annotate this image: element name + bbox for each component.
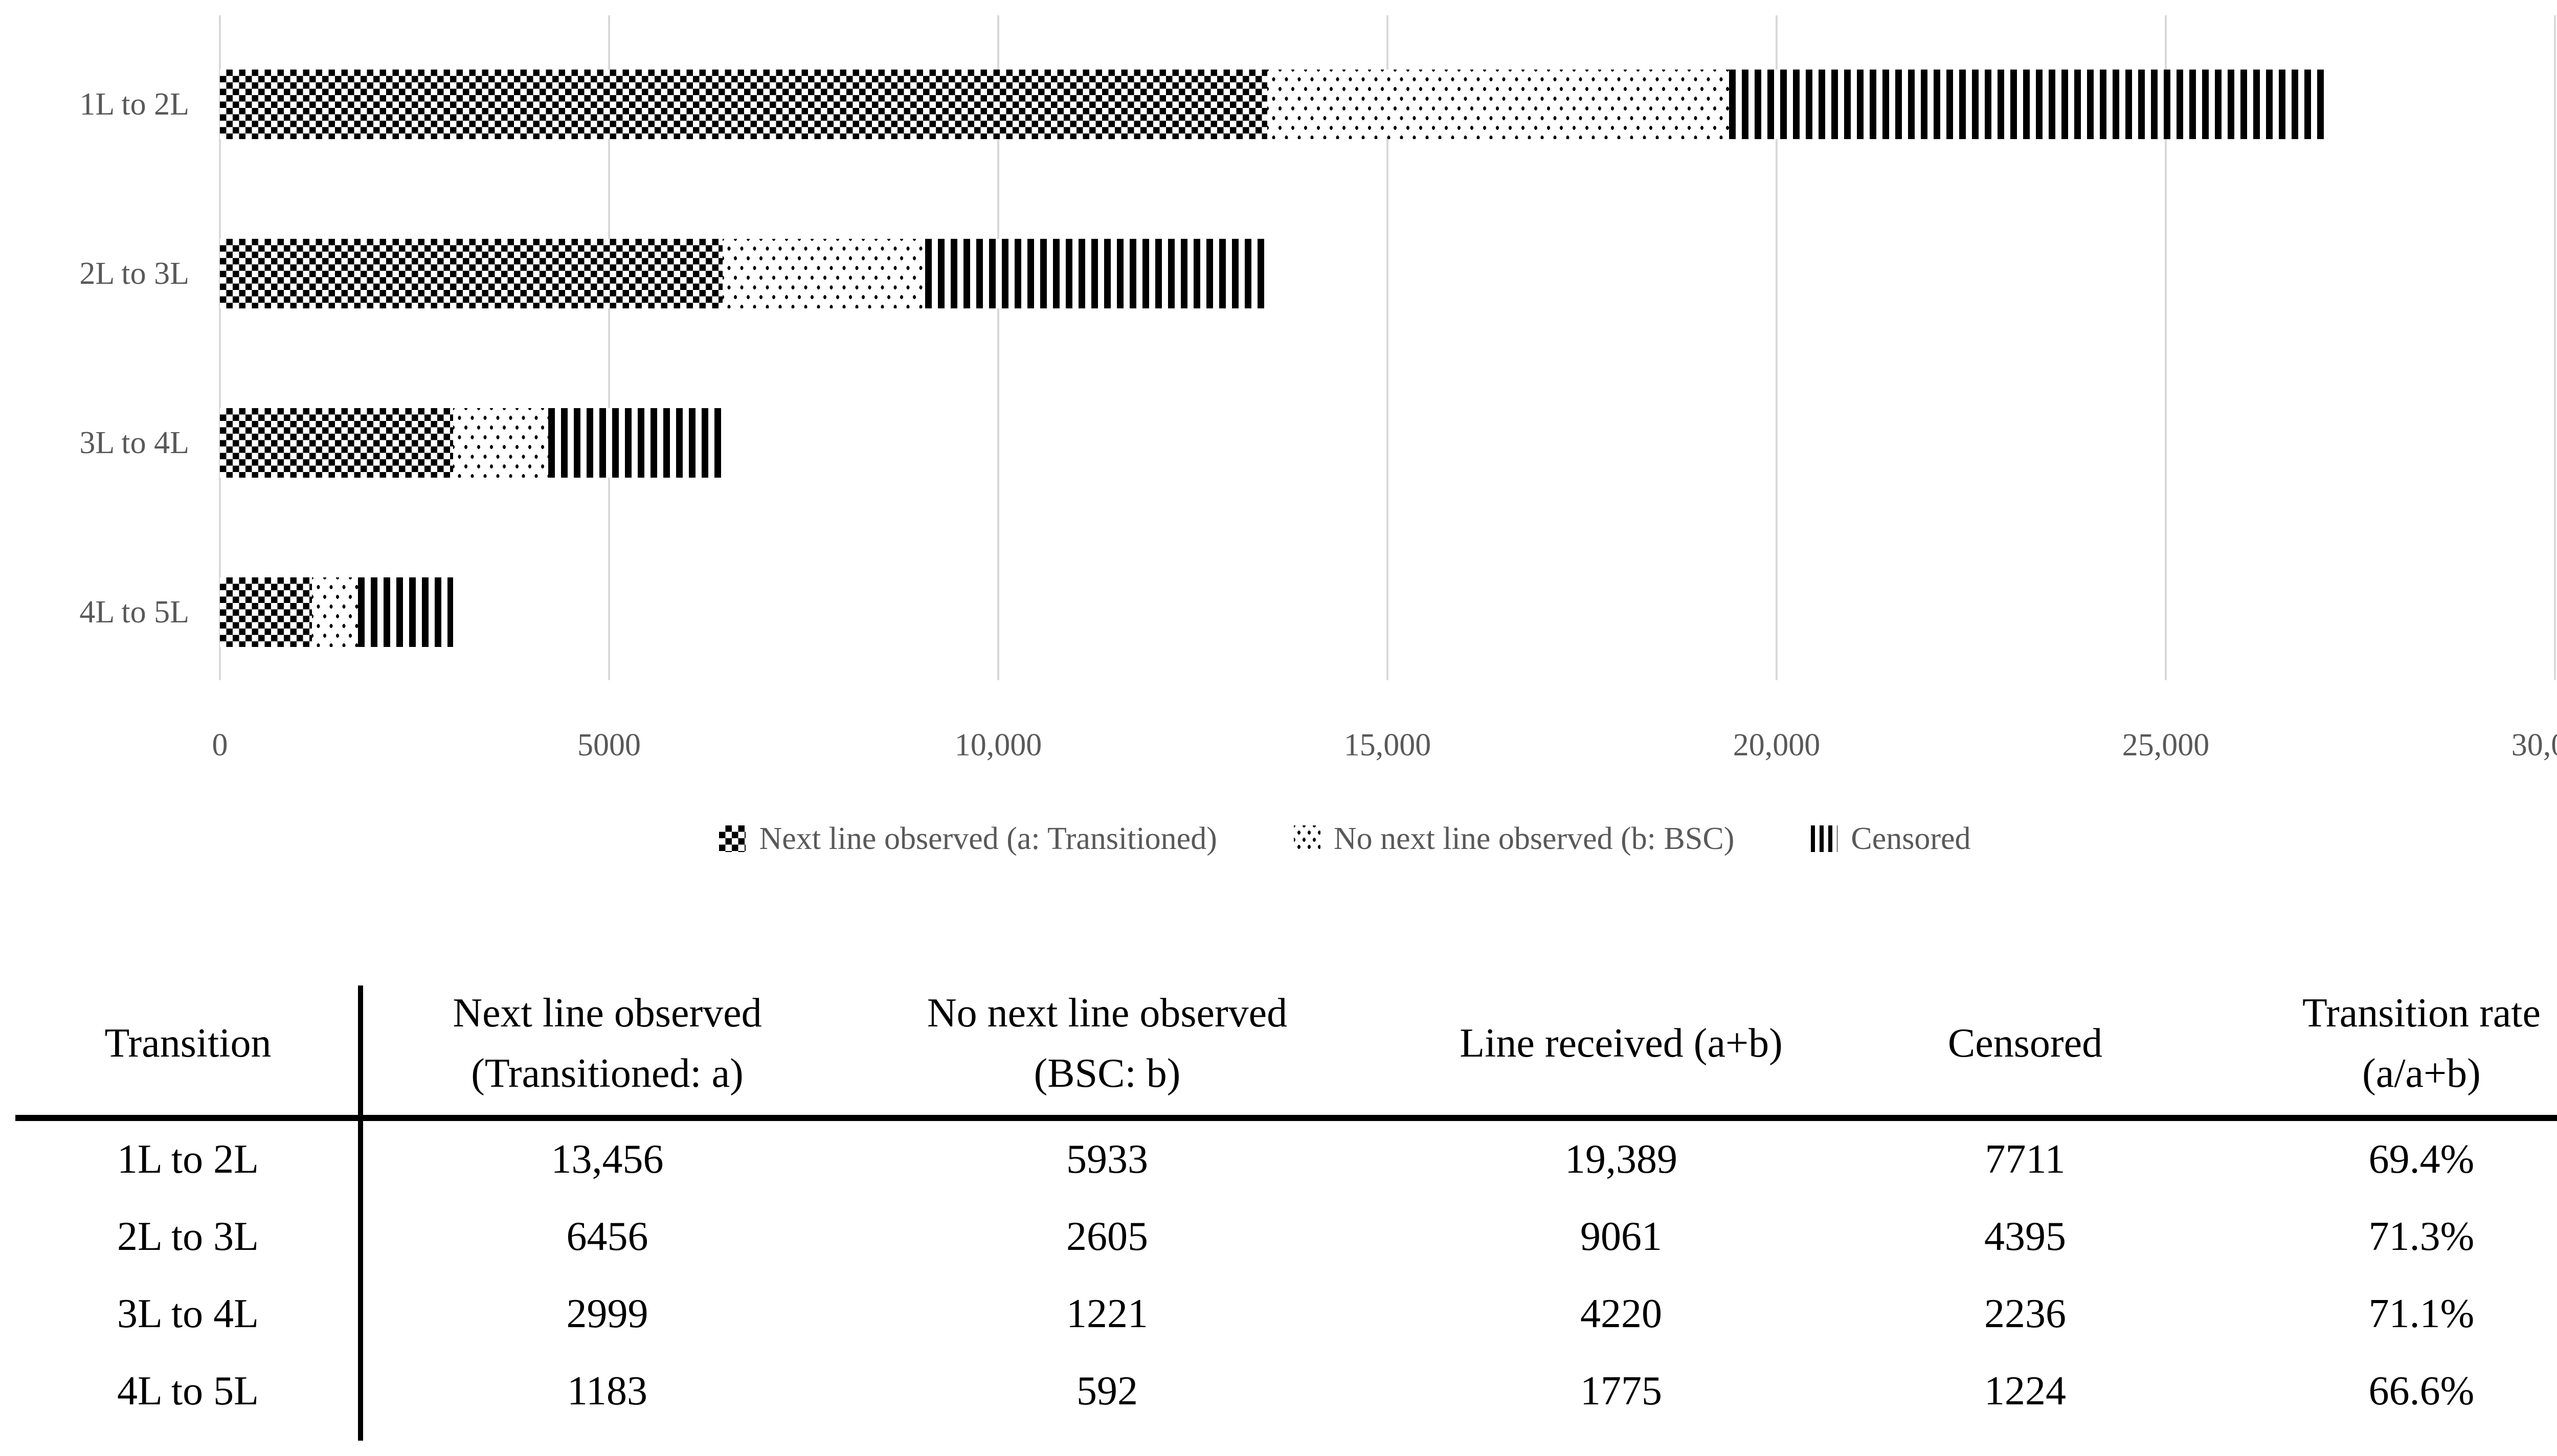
x-tick-label-10000: 10,000: [954, 728, 1042, 763]
header-text: Censored: [1947, 1021, 2103, 1066]
cell-value: 4395: [1984, 1214, 2066, 1259]
header-transition: Transition: [15, 972, 361, 1115]
cell-value: 6456: [566, 1214, 648, 1259]
gridline-x-15,000: [1386, 15, 1388, 680]
header-text: (BSC: b): [1034, 1051, 1181, 1096]
cell-value: 19,389: [1565, 1137, 1677, 1182]
header-line-received: Line received (a+b): [1360, 972, 1882, 1115]
legend-swatch-dots-icon: [1293, 825, 1320, 852]
segment-dots-2l-to-3l: [722, 239, 926, 308]
cell-value: 71.3%: [2368, 1214, 2475, 1259]
legend-label: Next line observed (a: Transitioned): [759, 821, 1217, 856]
x-tick-label-0: 0: [212, 728, 228, 763]
category-label-4l-to-5l: 4L to 5L: [79, 594, 189, 630]
cell-value: 1183: [567, 1369, 648, 1414]
cell-value: 2605: [1066, 1214, 1148, 1259]
category-label-3l-to-4l: 3L to 4L: [79, 425, 189, 460]
cell-value: 2999: [566, 1291, 648, 1336]
gridline-x-0: [219, 15, 221, 680]
cell-value: 1775: [1580, 1369, 1662, 1414]
legend-item-vertical-stripes: Censored: [1811, 821, 1971, 857]
segment-dots-1l-to-2l: [1267, 70, 1729, 139]
legend-swatch-vertical-stripes-icon: [1811, 825, 1838, 852]
segment-checkerboard-3l-to-4l: [220, 408, 454, 478]
cell-value: 9061: [1580, 1214, 1662, 1259]
legend-item-dots: No next line observed (b: BSC): [1293, 821, 1735, 857]
summary-table: Transition Next line observed (Transitio…: [15, 972, 2557, 1430]
segment-dots-4l-to-5l: [312, 577, 358, 647]
segment-dots-3l-to-4l: [453, 408, 549, 478]
x-tick-label-15000: 15,000: [1343, 728, 1431, 763]
bar-4l-to-5l: [220, 577, 454, 647]
header-text: (a/a+b): [2362, 1051, 2481, 1096]
row-label: 3L to 4L: [117, 1291, 259, 1336]
gridline-x-25,000: [2165, 15, 2167, 680]
x-tick-label-25000: 25,000: [2122, 728, 2210, 763]
table-header-row: Transition Next line observed (Transitio…: [15, 972, 2557, 1121]
cell-value: 1224: [1984, 1369, 2066, 1414]
segment-checkerboard-4l-to-5l: [220, 577, 312, 647]
header-censored: Censored: [1882, 972, 2168, 1115]
table-row-2l-to-3l: 2L to 3L 6456 2605 9061 4395 71.3%: [15, 1198, 2557, 1275]
header-text: No next line observed: [927, 991, 1288, 1036]
segment-vertical-stripes-4l-to-5l: [358, 577, 454, 647]
x-tick-label-5000: 5000: [577, 728, 641, 763]
segment-vertical-stripes-3l-to-4l: [548, 408, 723, 478]
header-text: Transition: [104, 1021, 272, 1066]
x-tick-label-30000: 30,000: [2511, 728, 2557, 763]
header-no-next-line-observed: No next line observed (BSC: b): [854, 972, 1360, 1115]
gridline-x-30,000: [2554, 15, 2556, 680]
category-label-2l-to-3l: 2L to 3L: [79, 256, 189, 291]
bar-3l-to-4l: [220, 408, 723, 478]
legend-item-checkerboard: Next line observed (a: Transitioned): [719, 821, 1217, 857]
cell-value: 7711: [1985, 1137, 2066, 1182]
row-label: 2L to 3L: [117, 1214, 259, 1259]
cell-value: 71.1%: [2368, 1291, 2475, 1336]
segment-checkerboard-1l-to-2l: [220, 70, 1267, 139]
legend-swatch-checkerboard-icon: [719, 825, 746, 852]
header-text: Next line observed: [453, 991, 762, 1036]
row-label: 1L to 2L: [117, 1137, 259, 1182]
header-text: (Transitioned: a): [471, 1051, 744, 1096]
table-body: 1L to 2L 13,456 5933 19,389 7711 69.4% 2L to 3…: [15, 1121, 2557, 1430]
segment-checkerboard-2l-to-3l: [220, 239, 723, 308]
x-tick-label-20000: 20,000: [1733, 728, 1821, 763]
cell-value: 4220: [1580, 1291, 1662, 1336]
gridline-x-10,000: [997, 15, 999, 680]
header-transition-rate: Transition rate (a/a+b): [2168, 972, 2557, 1115]
header-text: Line received (a+b): [1460, 1021, 1783, 1066]
cell-value: 66.6%: [2368, 1369, 2475, 1414]
segment-vertical-stripes-2l-to-3l: [925, 239, 1267, 308]
row-label: 4L to 5L: [117, 1369, 259, 1414]
category-label-1l-to-2l: 1L to 2L: [79, 86, 189, 122]
legend-label: No next line observed (b: BSC): [1333, 821, 1735, 856]
table-row-4l-to-5l: 4L to 5L 1183 592 1775 1224 66.6%: [15, 1353, 2557, 1430]
cell-value: 2236: [1984, 1291, 2066, 1336]
table-row-3l-to-4l: 3L to 4L 2999 1221 4220 2236 71.1%: [15, 1275, 2557, 1353]
cell-value: 13,456: [551, 1137, 664, 1182]
gridline-x-5000: [608, 15, 610, 680]
bar-1l-to-2l: [220, 70, 2329, 139]
table-column-divider: [358, 985, 363, 1441]
cell-value: 1221: [1066, 1291, 1148, 1336]
legend-label: Censored: [1851, 821, 1971, 856]
segment-vertical-stripes-1l-to-2l: [1729, 70, 2329, 139]
gridline-x-20,000: [1776, 15, 1778, 680]
header-next-line-observed: Next line observed (Transitioned: a): [361, 972, 854, 1115]
plot-area: [219, 15, 2556, 680]
cell-value: 5933: [1066, 1137, 1148, 1182]
cell-value: 592: [1076, 1369, 1138, 1414]
chart-legend: Next line observed (a: Transitioned) No n…: [0, 811, 2557, 867]
header-text: Transition rate: [2302, 991, 2541, 1036]
cell-value: 69.4%: [2368, 1137, 2475, 1182]
table-row-1l-to-2l: 1L to 2L 13,456 5933 19,389 7711 69.4%: [15, 1121, 2557, 1198]
bar-2l-to-3l: [220, 239, 1267, 308]
